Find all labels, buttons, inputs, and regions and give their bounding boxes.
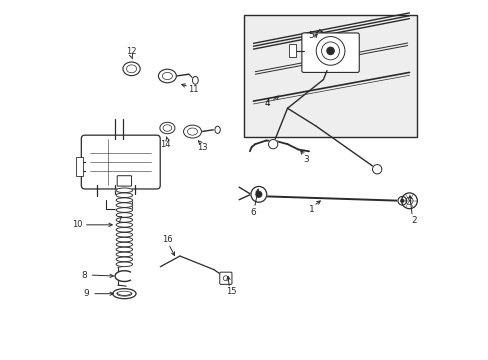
- Ellipse shape: [116, 188, 132, 193]
- Text: 9: 9: [83, 289, 89, 298]
- FancyBboxPatch shape: [81, 135, 160, 189]
- Ellipse shape: [116, 213, 132, 217]
- Text: 13: 13: [197, 143, 208, 152]
- Circle shape: [255, 192, 261, 197]
- Text: 5: 5: [308, 31, 314, 40]
- Circle shape: [316, 37, 344, 65]
- Circle shape: [400, 199, 403, 202]
- Ellipse shape: [214, 126, 220, 134]
- Text: 16: 16: [162, 235, 172, 244]
- Ellipse shape: [116, 217, 132, 222]
- Circle shape: [326, 47, 333, 54]
- Ellipse shape: [116, 222, 132, 227]
- Circle shape: [397, 197, 406, 205]
- Text: 8: 8: [81, 270, 86, 279]
- Text: 2: 2: [410, 216, 416, 225]
- Ellipse shape: [116, 252, 132, 257]
- Circle shape: [268, 139, 277, 149]
- Ellipse shape: [116, 242, 132, 247]
- Ellipse shape: [116, 237, 132, 242]
- Text: 12: 12: [126, 47, 137, 56]
- FancyBboxPatch shape: [219, 272, 231, 284]
- Ellipse shape: [116, 232, 132, 237]
- Ellipse shape: [116, 262, 132, 267]
- Ellipse shape: [183, 125, 201, 138]
- Circle shape: [250, 186, 266, 202]
- Text: 15: 15: [225, 287, 236, 296]
- Bar: [76, 157, 83, 176]
- FancyBboxPatch shape: [301, 33, 359, 72]
- Ellipse shape: [116, 247, 132, 252]
- Text: 11: 11: [188, 85, 199, 94]
- Text: 4: 4: [264, 99, 269, 108]
- Text: 1: 1: [308, 205, 314, 214]
- Ellipse shape: [160, 122, 175, 134]
- Circle shape: [372, 165, 381, 174]
- Ellipse shape: [116, 193, 132, 198]
- Ellipse shape: [112, 289, 136, 299]
- Ellipse shape: [122, 62, 140, 76]
- Ellipse shape: [116, 208, 132, 212]
- Text: 10: 10: [72, 220, 83, 229]
- Text: 14: 14: [160, 140, 170, 149]
- Ellipse shape: [116, 203, 132, 207]
- Text: 6: 6: [250, 208, 255, 217]
- Ellipse shape: [192, 76, 198, 84]
- Text: 7: 7: [116, 216, 122, 225]
- Ellipse shape: [116, 228, 132, 232]
- Bar: [289, 44, 295, 57]
- Ellipse shape: [158, 69, 176, 83]
- Circle shape: [401, 193, 416, 209]
- Ellipse shape: [116, 198, 132, 203]
- Ellipse shape: [116, 257, 132, 262]
- Text: 3: 3: [303, 155, 308, 164]
- FancyBboxPatch shape: [117, 176, 131, 186]
- Bar: [244, 15, 416, 137]
